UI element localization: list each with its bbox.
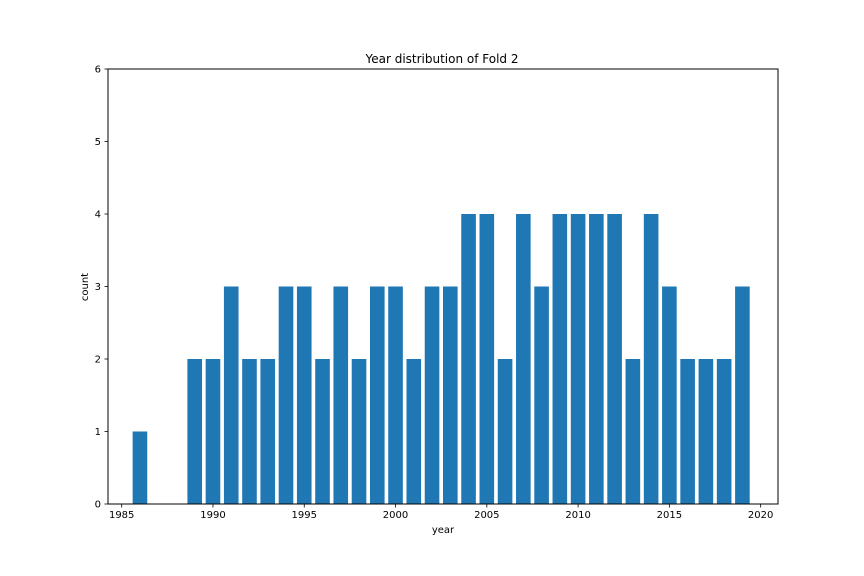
bar-1995 [296,286,312,504]
y-tick-label: 3 [95,282,101,293]
bar-2007 [516,214,531,504]
bar-2006 [497,359,513,504]
bar-2009 [552,214,568,504]
bar-2011 [589,214,604,504]
bar-2014 [643,214,659,504]
y-tick-label: 4 [95,210,101,221]
bar-1986 [132,431,148,504]
bar-1992 [242,359,257,504]
x-tick-label: 2005 [474,510,499,521]
bar-2004 [461,214,476,504]
bar-1994 [278,286,294,504]
y-axis-label: count [80,273,91,301]
bar-2000 [388,286,403,504]
bar-2015 [662,286,677,504]
y-tick-label: 5 [95,137,101,148]
bar-2017 [698,359,714,504]
bar-2002 [424,286,440,504]
bar-1993 [260,359,276,504]
bar-2005 [479,214,495,504]
x-tick-label: 1985 [109,510,134,521]
bar-2001 [406,359,422,504]
bar-1998 [351,359,367,504]
x-tick-label: 2010 [565,510,590,521]
x-axis-ticks: 1985 1990 1995 2000 2005 2010 2015 2020 [109,504,773,521]
x-tick-label: 2000 [383,510,408,521]
y-axis-ticks: 0 1 2 3 4 5 6 [95,65,108,511]
bar-2008 [534,286,549,504]
x-axis-label: year [432,525,455,536]
x-tick-label: 2015 [657,510,682,521]
x-tick-label: 1990 [200,510,225,521]
bar-1996 [315,359,330,504]
x-tick-label: 1995 [292,510,317,521]
y-tick-label: 6 [95,65,101,76]
bar-2010 [570,214,586,504]
bar-2012 [607,214,622,504]
x-tick-label: 2020 [748,510,773,521]
y-tick-label: 1 [95,427,101,438]
bar-2003 [443,286,458,504]
bars-group [132,214,750,504]
bar-1999 [369,286,385,504]
y-tick-label: 0 [95,500,101,511]
bar-1991 [223,286,239,504]
bar-2019 [735,286,750,504]
bar-2018 [716,359,732,504]
bar-1990 [205,359,221,504]
bar-2013 [625,359,641,504]
bar-2016 [680,359,695,504]
bar-1989 [187,359,203,504]
chart-title: Year distribution of Fold 2 [364,52,518,66]
bar-1997 [333,286,349,504]
y-tick-label: 2 [95,355,101,366]
